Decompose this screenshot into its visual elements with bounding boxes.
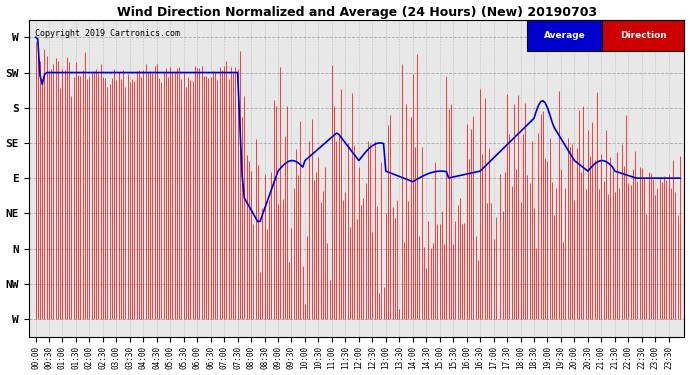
Text: Direction: Direction [620, 31, 667, 40]
FancyBboxPatch shape [527, 20, 602, 51]
FancyBboxPatch shape [602, 20, 684, 51]
Text: Copyright 2019 Cartronics.com: Copyright 2019 Cartronics.com [35, 29, 180, 38]
Title: Wind Direction Normalized and Average (24 Hours) (New) 20190703: Wind Direction Normalized and Average (2… [117, 6, 597, 18]
Text: Average: Average [544, 31, 586, 40]
